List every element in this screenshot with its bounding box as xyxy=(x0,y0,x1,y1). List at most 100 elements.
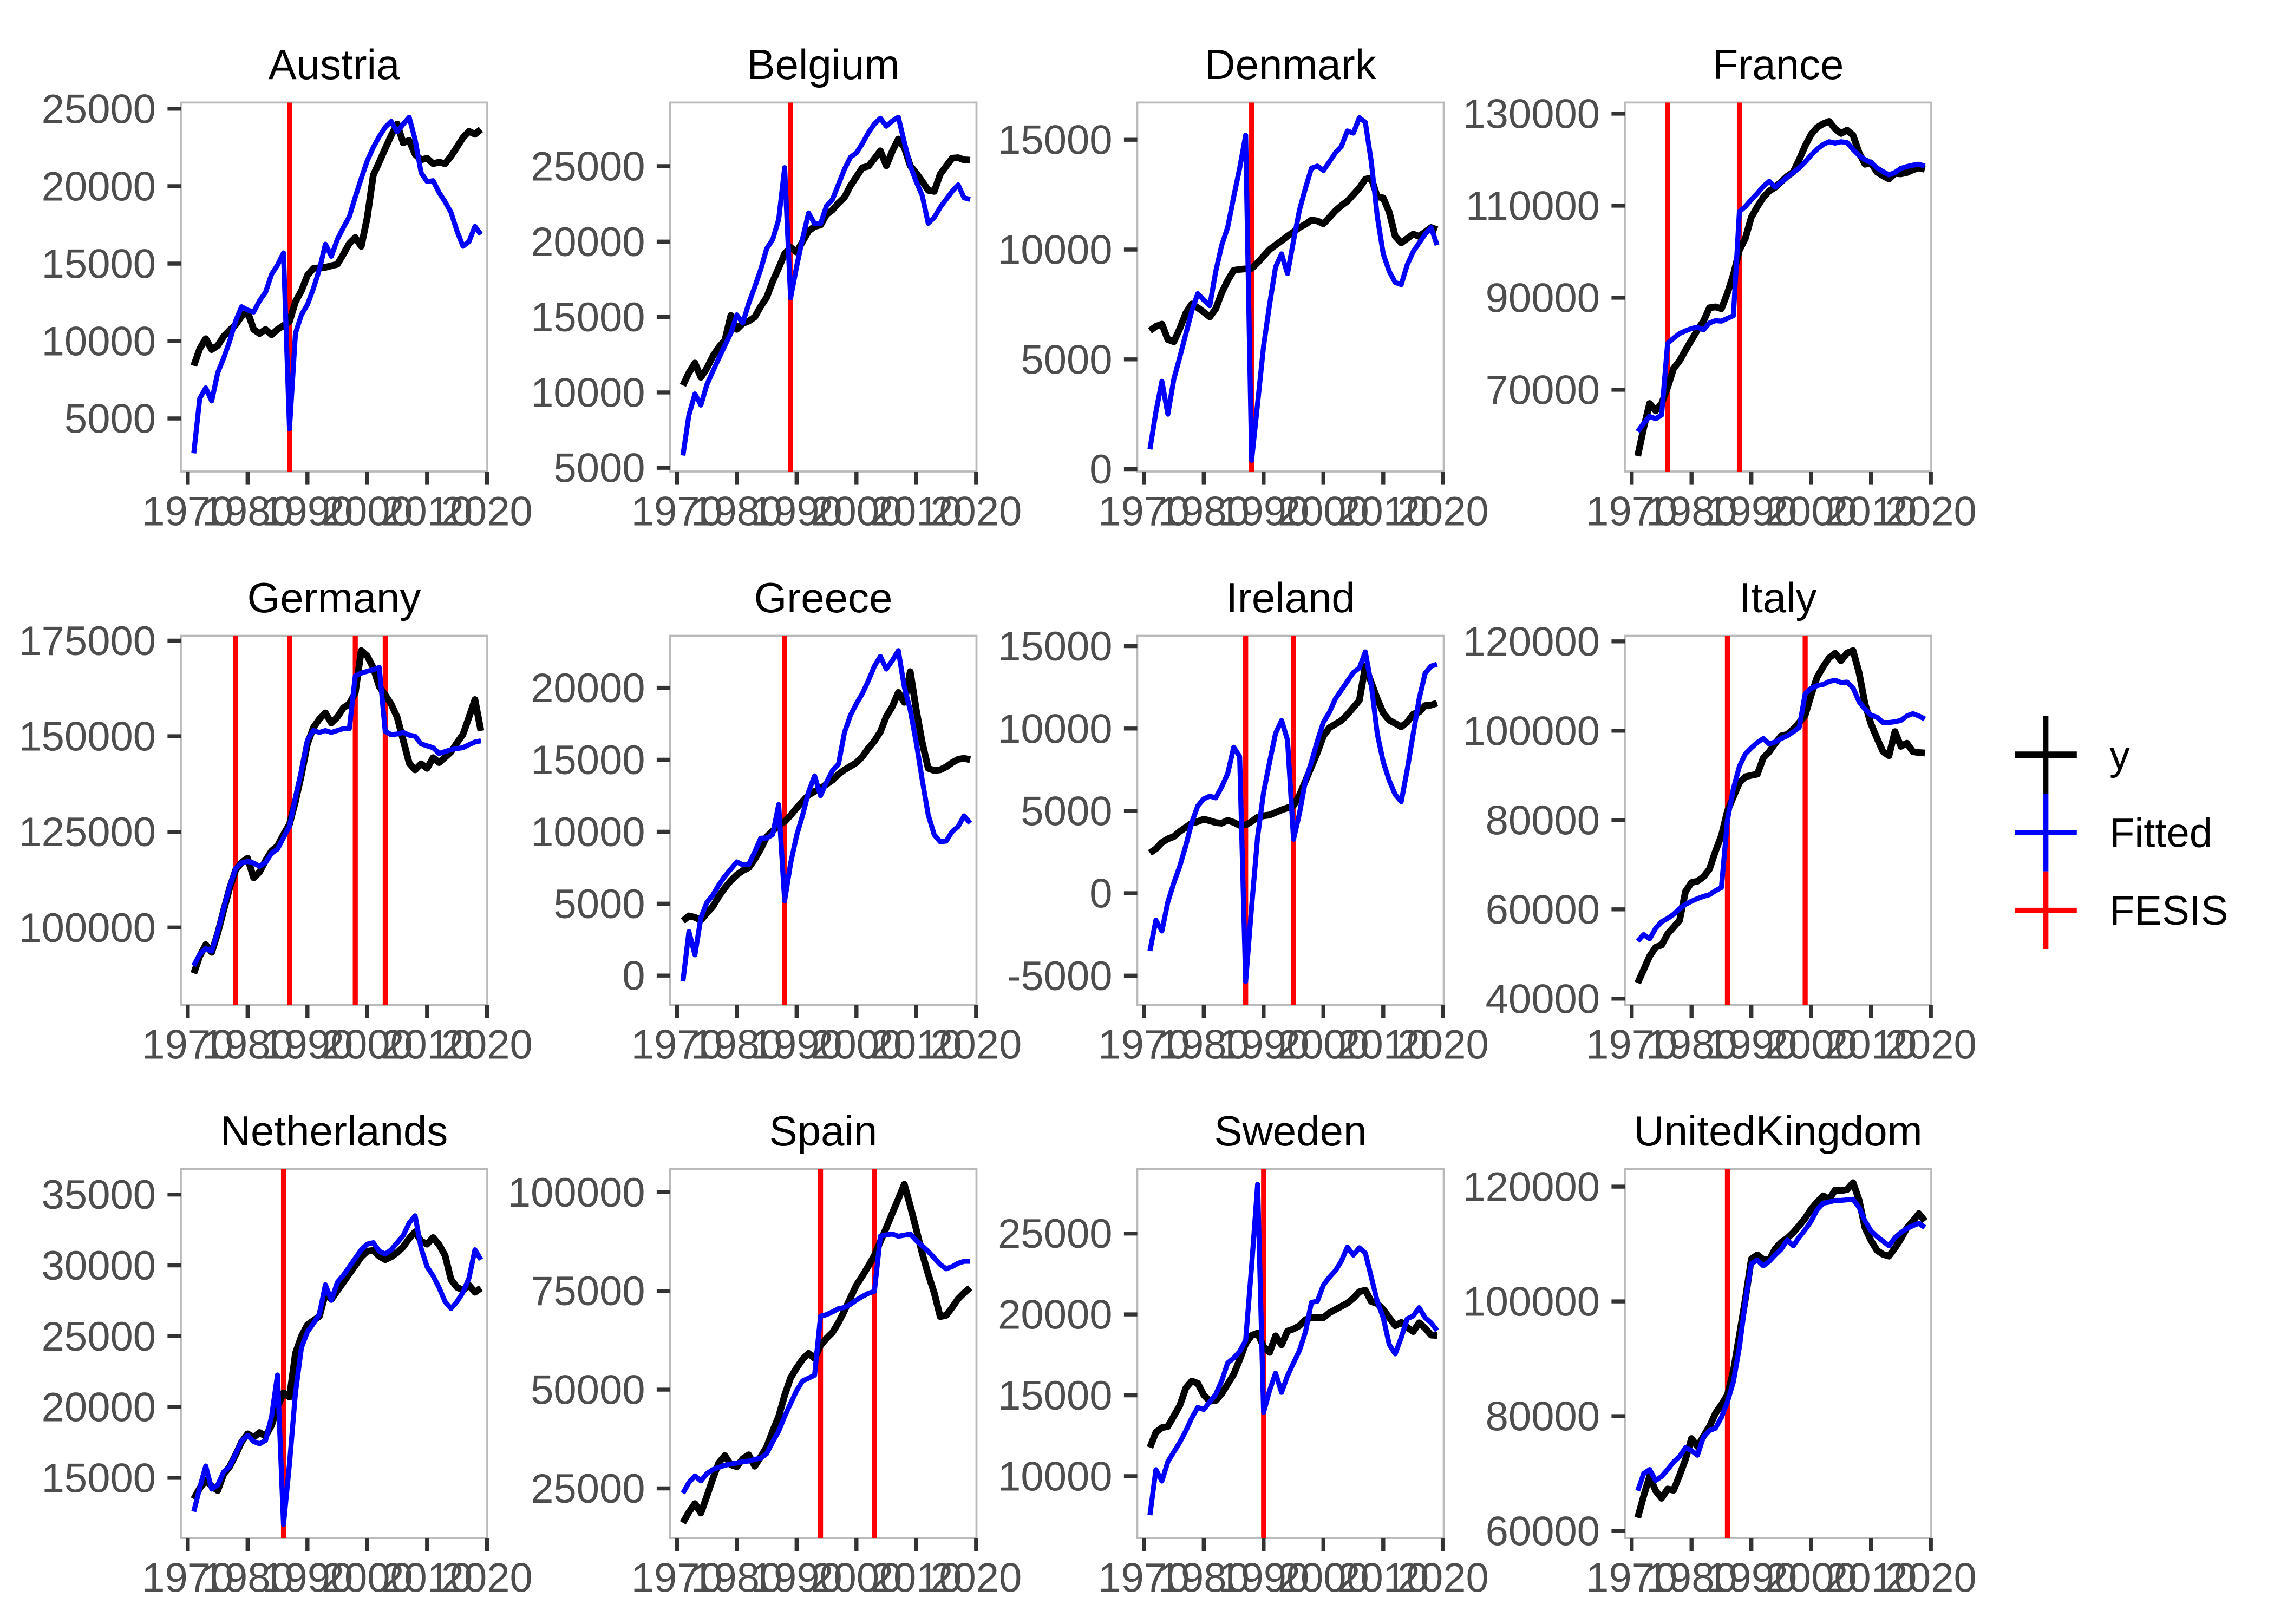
svg-text:2000: 2000 xyxy=(322,1555,413,1601)
svg-text:1970: 1970 xyxy=(142,1555,233,1601)
svg-text:25000: 25000 xyxy=(531,144,645,190)
svg-text:France: France xyxy=(1713,41,1844,88)
svg-text:10000: 10000 xyxy=(998,227,1112,273)
svg-text:Greece: Greece xyxy=(754,574,893,621)
svg-text:5000: 5000 xyxy=(64,396,156,442)
svg-text:UnitedKingdom: UnitedKingdom xyxy=(1633,1107,1922,1155)
svg-text:2010: 2010 xyxy=(871,1555,962,1601)
svg-text:-5000: -5000 xyxy=(1007,953,1112,999)
svg-text:Sweden: Sweden xyxy=(1214,1107,1367,1155)
svg-text:2000: 2000 xyxy=(811,489,902,535)
svg-text:2000: 2000 xyxy=(811,1555,902,1601)
svg-text:35000: 35000 xyxy=(42,1172,156,1218)
svg-text:100000: 100000 xyxy=(18,905,156,951)
svg-text:1970: 1970 xyxy=(1098,1022,1190,1068)
svg-text:2020: 2020 xyxy=(1885,489,1977,535)
svg-text:100000: 100000 xyxy=(1462,708,1600,754)
svg-text:1970: 1970 xyxy=(1098,489,1190,535)
svg-text:1970: 1970 xyxy=(142,489,233,535)
svg-text:Ireland: Ireland xyxy=(1226,574,1355,621)
svg-text:80000: 80000 xyxy=(1486,797,1600,843)
svg-text:y: y xyxy=(2109,732,2130,778)
svg-text:10000: 10000 xyxy=(531,809,645,855)
svg-text:2000: 2000 xyxy=(1278,489,1369,535)
svg-text:5000: 5000 xyxy=(1021,337,1112,383)
svg-text:2000: 2000 xyxy=(1766,489,1857,535)
svg-text:20000: 20000 xyxy=(42,163,156,209)
svg-text:100000: 100000 xyxy=(1462,1279,1600,1325)
svg-text:Denmark: Denmark xyxy=(1205,41,1376,88)
svg-text:20000: 20000 xyxy=(42,1385,156,1431)
svg-text:60000: 60000 xyxy=(1486,1509,1600,1555)
svg-text:15000: 15000 xyxy=(42,241,156,287)
svg-text:Austria: Austria xyxy=(269,41,400,88)
svg-text:30000: 30000 xyxy=(42,1243,156,1289)
svg-text:1990: 1990 xyxy=(1218,1555,1309,1601)
svg-text:2010: 2010 xyxy=(1337,489,1429,535)
svg-text:50000: 50000 xyxy=(531,1367,645,1413)
svg-text:2010: 2010 xyxy=(1825,1555,1917,1601)
svg-text:1980: 1980 xyxy=(1158,1555,1250,1601)
svg-text:Fitted: Fitted xyxy=(2109,810,2212,856)
svg-text:1990: 1990 xyxy=(1218,1022,1309,1068)
svg-text:2000: 2000 xyxy=(1766,1555,1857,1601)
svg-text:15000: 15000 xyxy=(531,737,645,783)
svg-text:2010: 2010 xyxy=(871,489,962,535)
svg-text:60000: 60000 xyxy=(1486,887,1600,933)
svg-text:FESIS: FESIS xyxy=(2109,888,2229,934)
svg-text:130000: 130000 xyxy=(1462,91,1600,137)
svg-text:175000: 175000 xyxy=(18,618,156,664)
svg-text:2000: 2000 xyxy=(322,1022,413,1068)
svg-text:1980: 1980 xyxy=(1158,489,1250,535)
svg-text:5000: 5000 xyxy=(553,881,645,927)
svg-text:2020: 2020 xyxy=(930,489,1022,535)
svg-text:40000: 40000 xyxy=(1486,976,1600,1022)
svg-text:10000: 10000 xyxy=(998,706,1112,752)
svg-text:1970: 1970 xyxy=(631,1555,723,1601)
svg-text:1970: 1970 xyxy=(142,1022,233,1068)
svg-text:2020: 2020 xyxy=(930,1555,1022,1601)
svg-text:25000: 25000 xyxy=(998,1211,1112,1257)
svg-text:2010: 2010 xyxy=(381,1022,473,1068)
svg-text:1990: 1990 xyxy=(1706,1022,1797,1068)
svg-text:2000: 2000 xyxy=(1278,1555,1369,1601)
svg-text:1970: 1970 xyxy=(1586,1555,1677,1601)
svg-text:20000: 20000 xyxy=(531,219,645,265)
svg-text:0: 0 xyxy=(1089,871,1112,917)
svg-text:1980: 1980 xyxy=(202,1022,293,1068)
svg-text:25000: 25000 xyxy=(42,1314,156,1360)
svg-text:2010: 2010 xyxy=(381,1555,473,1601)
svg-text:25000: 25000 xyxy=(531,1466,645,1512)
svg-text:2010: 2010 xyxy=(1337,1022,1429,1068)
svg-text:1990: 1990 xyxy=(1218,489,1309,535)
svg-text:5000: 5000 xyxy=(1021,788,1112,834)
svg-text:15000: 15000 xyxy=(42,1455,156,1501)
svg-text:1980: 1980 xyxy=(202,1555,293,1601)
svg-text:2020: 2020 xyxy=(930,1022,1022,1068)
svg-text:1980: 1980 xyxy=(691,1022,782,1068)
svg-text:20000: 20000 xyxy=(531,665,645,711)
svg-text:5000: 5000 xyxy=(553,446,645,492)
svg-text:Germany: Germany xyxy=(247,574,421,621)
svg-text:Spain: Spain xyxy=(769,1107,878,1155)
svg-text:15000: 15000 xyxy=(998,1373,1112,1419)
svg-text:10000: 10000 xyxy=(998,1453,1112,1499)
svg-text:1970: 1970 xyxy=(631,1022,723,1068)
svg-text:2020: 2020 xyxy=(441,489,533,535)
svg-text:15000: 15000 xyxy=(531,294,645,340)
svg-text:1990: 1990 xyxy=(751,1555,842,1601)
svg-text:2010: 2010 xyxy=(871,1022,962,1068)
svg-text:2020: 2020 xyxy=(1397,1555,1489,1601)
svg-text:1980: 1980 xyxy=(691,489,782,535)
svg-text:1990: 1990 xyxy=(1706,1555,1797,1601)
svg-text:1990: 1990 xyxy=(262,489,353,535)
svg-text:2020: 2020 xyxy=(441,1022,533,1068)
svg-text:80000: 80000 xyxy=(1486,1394,1600,1440)
svg-text:15000: 15000 xyxy=(998,624,1112,670)
svg-text:2020: 2020 xyxy=(1397,1022,1489,1068)
svg-text:70000: 70000 xyxy=(1486,367,1600,413)
svg-text:1980: 1980 xyxy=(1646,1555,1737,1601)
svg-text:2000: 2000 xyxy=(1766,1022,1857,1068)
svg-text:10000: 10000 xyxy=(42,318,156,364)
svg-text:1990: 1990 xyxy=(751,1022,842,1068)
